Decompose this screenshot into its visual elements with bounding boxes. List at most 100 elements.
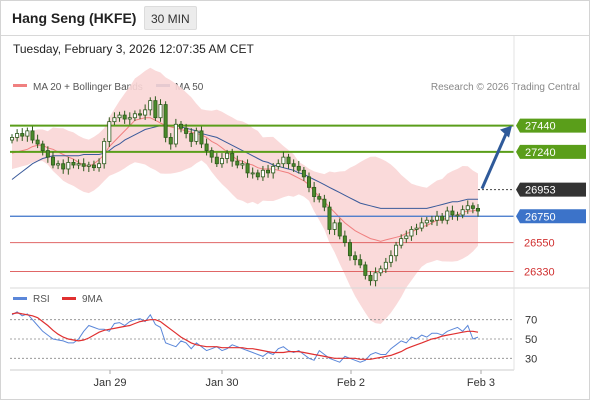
candle-body [394,244,399,257]
candle-body [245,163,250,174]
candle-body [322,198,327,208]
rsi-legend-swatch [13,297,27,300]
candle-body [419,222,424,229]
ma20-legend-label: MA 20 + Bollinger Bands [33,82,143,93]
report-datetime: Tuesday, February 3, 2026 12:07:35 AM CE… [13,42,254,56]
candle-body [445,210,450,221]
candle-body [76,163,81,166]
chart-header: Hang Seng (HKFE) 30 MIN [0,0,590,36]
price-label-26953: 26953 [525,185,556,197]
candle-body [470,205,475,209]
forecast-arrow-shaft [480,130,509,190]
candle-body [20,133,25,137]
candle-body [383,261,388,270]
candle-body [30,130,35,141]
candle-body [71,161,76,166]
forecast-arrow [480,125,512,190]
candle-body [40,143,45,151]
candle-body [317,196,322,200]
candle-body [414,227,419,230]
candle-body [363,264,368,276]
rsi-tick-70: 70 [525,315,537,327]
research-credit: Research © 2026 Trading Central [431,82,580,93]
price-label-27240: 27240 [525,147,556,159]
ma9-legend-label: 9MA [82,294,103,305]
rsi-tick-50: 50 [525,334,537,346]
candle-body [327,206,332,230]
bollinger-band-area [12,67,478,324]
timeframe-badge[interactable]: 30 MIN [144,6,197,30]
candle-body [153,100,158,119]
candle-body [194,130,199,142]
candle-body [56,163,61,166]
candle-body [281,156,286,165]
candle-body [143,109,148,116]
price-label-26750: 26750 [525,211,556,223]
forecast-arrow-head [500,125,512,138]
candle-body [435,215,440,221]
candle-body [276,163,281,167]
candle-body [255,172,260,178]
candle-body [199,130,204,145]
price-levels [10,124,514,272]
candle-body [460,209,465,216]
chart-legend: MA 20 + Bollinger Bands MA 50 Research ©… [13,82,580,93]
price-label-box-26953 [516,182,586,197]
level-labels: 27440 27240 26953 26750 26550 26330 [516,118,586,278]
rsi-legend: RSI 9MA [13,294,103,305]
ma9-legend-swatch [62,297,76,300]
candle-body [347,242,352,257]
candle-body [102,140,107,165]
candle-body [450,210,455,216]
candle-body [337,222,342,237]
candle-body [86,164,91,167]
candle-body [368,275,373,282]
candle-body [214,156,219,165]
candle-body [332,222,337,230]
candle-body [424,219,429,224]
candle-body [301,169,306,178]
candle-body [404,235,409,240]
date-tick-jan-29: Jan 29 [93,377,126,389]
rsi-ma9-line [11,312,479,360]
candle-body [312,186,317,197]
candle-body [271,165,276,174]
candle-body [184,127,189,134]
candle-body [291,163,296,167]
candle-body [66,161,71,170]
candle-body [163,104,168,138]
rsi-line [11,311,479,363]
candle-body [112,117,117,123]
candle-body [61,163,66,170]
candle-body [235,160,240,166]
candle-body [475,207,480,212]
candle-body [409,229,414,237]
instrument-title: Hang Seng (HKFE) [12,10,137,26]
candle-body [178,123,183,129]
candle-body [378,268,383,274]
candle-body [148,100,153,111]
candle-body [286,156,291,165]
candle-body [230,152,235,162]
candle-body [158,104,163,119]
price-label-26550: 26550 [524,238,555,250]
rsi-legend-label: RSI [33,294,50,305]
candle-body [127,117,132,120]
candle-body [204,143,209,151]
candle-body [399,238,404,246]
candle-body [440,215,445,221]
candle-body [373,272,378,282]
candle-body [25,130,30,137]
candle-body [132,113,137,119]
candle-body [307,176,312,188]
price-label-box-27240 [516,144,586,159]
candle-body [122,114,127,120]
candle-body [138,113,143,116]
candle-body [342,235,347,243]
candle-body [465,205,470,211]
date-tick-jan-30: Jan 30 [205,377,238,389]
candle-body [9,137,14,141]
price-label-box-27440 [516,118,586,133]
rsi-tick-30: 30 [525,353,537,365]
